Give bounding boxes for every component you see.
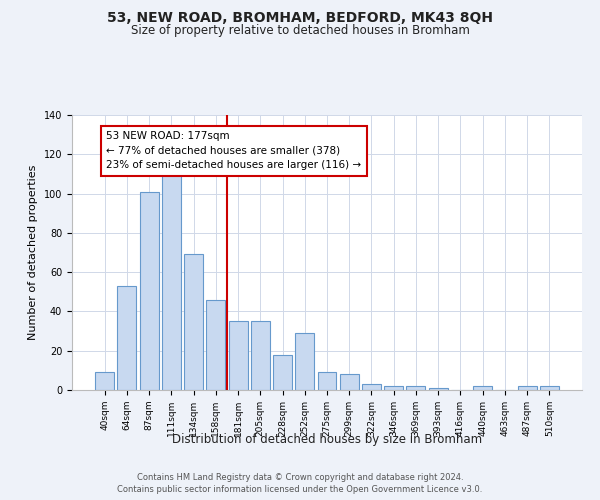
Bar — [429, 388, 448, 390]
Bar — [518, 386, 536, 390]
Bar — [295, 333, 314, 390]
Bar — [229, 322, 248, 390]
Bar — [473, 386, 492, 390]
Bar — [251, 322, 270, 390]
Text: Distribution of detached houses by size in Bromham: Distribution of detached houses by size … — [172, 432, 482, 446]
Text: 53 NEW ROAD: 177sqm
← 77% of detached houses are smaller (378)
23% of semi-detac: 53 NEW ROAD: 177sqm ← 77% of detached ho… — [106, 130, 361, 170]
Text: Contains HM Land Registry data © Crown copyright and database right 2024.: Contains HM Land Registry data © Crown c… — [137, 472, 463, 482]
Bar — [540, 386, 559, 390]
Bar — [406, 386, 425, 390]
Text: Contains public sector information licensed under the Open Government Licence v3: Contains public sector information licen… — [118, 485, 482, 494]
Bar — [118, 286, 136, 390]
Bar — [340, 374, 359, 390]
Y-axis label: Number of detached properties: Number of detached properties — [28, 165, 38, 340]
Bar — [317, 372, 337, 390]
Text: Size of property relative to detached houses in Bromham: Size of property relative to detached ho… — [131, 24, 469, 37]
Bar — [95, 372, 114, 390]
Bar — [162, 170, 181, 390]
Bar — [362, 384, 381, 390]
Text: 53, NEW ROAD, BROMHAM, BEDFORD, MK43 8QH: 53, NEW ROAD, BROMHAM, BEDFORD, MK43 8QH — [107, 11, 493, 25]
Bar — [384, 386, 403, 390]
Bar — [206, 300, 225, 390]
Bar — [273, 354, 292, 390]
Bar — [184, 254, 203, 390]
Bar — [140, 192, 158, 390]
